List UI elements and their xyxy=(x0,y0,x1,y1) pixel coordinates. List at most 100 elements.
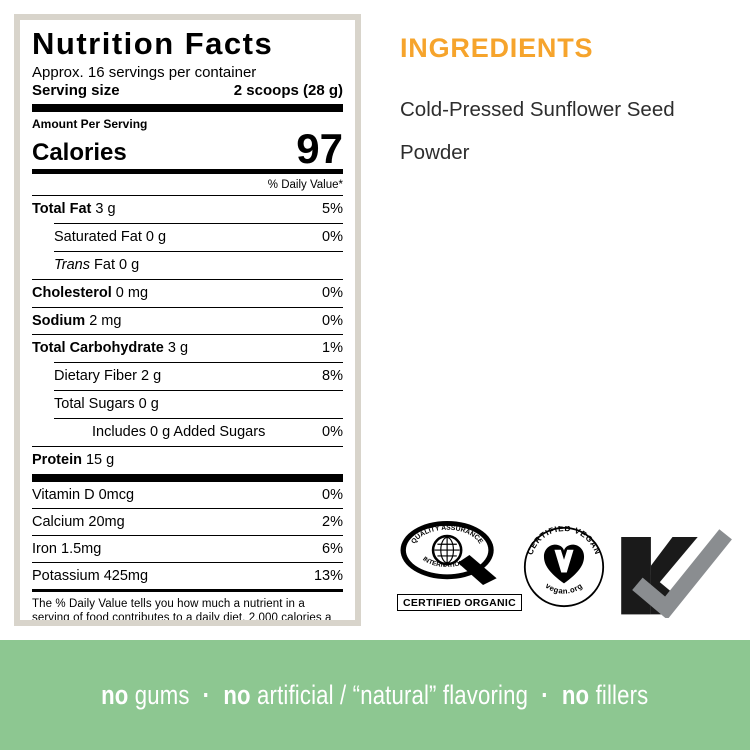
certification-badges: QUALITY ASSURANCE INTERNATIONAL CERTIFIE… xyxy=(397,520,737,623)
divider xyxy=(32,507,343,509)
ingredients-heading: INGREDIENTS xyxy=(400,33,594,63)
calories-value: 97 xyxy=(296,124,343,172)
daily-value-footnote: The % Daily Value tells you how much a n… xyxy=(32,597,332,625)
nutrient-label: Includes 0 g Added Sugars xyxy=(92,423,266,440)
claim-no-3: no xyxy=(562,679,590,710)
claim-no-2: no xyxy=(223,679,251,710)
nutrient-row-added-sugars: Includes 0 g Added Sugars 0% xyxy=(32,419,343,446)
serving-size-label: Serving size xyxy=(32,81,120,99)
nutrient-dv: 0% xyxy=(322,284,343,301)
nutrient-dv: 0% xyxy=(322,423,343,440)
nutrient-label: Dietary Fiber xyxy=(54,368,137,385)
nutrient-dv: 0% xyxy=(322,312,343,329)
amount-per-serving-label: Amount Per Serving xyxy=(32,116,148,131)
divider xyxy=(32,534,343,536)
vitamin-dv: 0% xyxy=(322,486,343,503)
nutrient-label: Sodium xyxy=(32,312,86,329)
vitamin-row-potassium: Potassium 425mg 13% xyxy=(32,563,343,589)
vitamin-dv: 2% xyxy=(322,513,343,530)
nutrient-amount: 0 mg xyxy=(115,284,149,301)
kv-letters-icon xyxy=(621,529,732,620)
vitamin-row-calcium: Calcium 20mg 2% xyxy=(32,509,343,535)
nutrient-dv: 5% xyxy=(322,201,343,218)
medium-divider xyxy=(32,169,343,175)
divider xyxy=(54,362,343,364)
divider xyxy=(32,334,343,336)
divider xyxy=(32,561,343,563)
vitamin-label: Potassium 425mg xyxy=(32,567,149,584)
vitamin-label: Calcium 20mg xyxy=(32,513,125,530)
serving-size-value: 2 scoops (28 g) xyxy=(233,81,343,99)
nutrient-amount: 3 g xyxy=(167,340,189,357)
thick-divider xyxy=(32,103,343,112)
divider xyxy=(32,195,343,197)
nutrient-row-cholesterol: Cholesterol 0 mg 0% xyxy=(32,280,343,307)
certified-organic-label: CERTIFIED ORGANIC xyxy=(397,594,523,611)
claim-gums: gums xyxy=(128,679,190,710)
nutrient-label: Total Carbohydrate xyxy=(32,340,164,357)
nutrient-amount: 2 mg xyxy=(89,312,122,329)
calories-label: Calories xyxy=(32,138,127,166)
daily-value-header: % Daily Value* xyxy=(267,179,343,192)
nutrient-row-total-fat: Total Fat 3 g 5% xyxy=(32,196,343,223)
claim-flavoring: artificial / “natural” flavoring xyxy=(250,679,529,710)
nutrient-dv: 1% xyxy=(322,340,343,357)
claims-banner: no gums · no artificial / “natural” flavor… xyxy=(0,640,750,750)
claim-separator: · xyxy=(202,679,211,710)
nutrient-label: Total Sugars xyxy=(54,396,135,413)
nutrient-label: Protein xyxy=(32,451,82,468)
vegan-arc-bottom-text: vegan.org xyxy=(544,581,584,596)
nutrient-dv: 8% xyxy=(322,368,343,385)
nutrient-amount: 0 g xyxy=(138,396,159,413)
svg-text:vegan.org: vegan.org xyxy=(544,581,584,596)
divider xyxy=(54,223,343,225)
claim-fillers: fillers xyxy=(589,679,649,710)
qai-certified-organic-badge-icon: QUALITY ASSURANCE INTERNATIONAL CERTIFIE… xyxy=(397,520,523,611)
claim-no-1: no xyxy=(101,679,129,710)
ingredients-text: Cold-Pressed Sunflower Seed Powder xyxy=(400,98,675,164)
divider xyxy=(54,417,343,419)
nutrient-dv: 0% xyxy=(322,229,343,246)
medium-divider xyxy=(32,588,343,592)
qai-globe-q-icon: QUALITY ASSURANCE INTERNATIONAL xyxy=(400,520,497,586)
nutrient-row-sodium: Sodium 2 mg 0% xyxy=(32,308,343,335)
vitamin-label: Vitamin D 0mcg xyxy=(32,486,135,503)
nutrient-label: Total Fat xyxy=(32,201,92,218)
nutrition-facts-panel: Nutrition Facts Approx. 16 servings per … xyxy=(14,14,361,626)
nutrient-label: Cholesterol xyxy=(32,284,112,301)
divider xyxy=(54,390,343,392)
certified-vegan-heart-icon: CERTIFIED VEGAN vegan.org xyxy=(523,524,605,608)
nutrient-row-dietary-fiber: Dietary Fiber 2 g 8% xyxy=(32,363,343,390)
nutrient-label: Saturated Fat xyxy=(54,229,142,246)
thick-divider xyxy=(32,473,343,482)
nutrient-amount: 3 g xyxy=(95,201,116,218)
serving-size-row: Serving size 2 scoops (28 g) xyxy=(32,82,343,99)
vitamin-row-vitamin-d: Vitamin D 0mcg 0% xyxy=(32,482,343,508)
vitamin-dv: 6% xyxy=(322,540,343,557)
certified-vegan-badge-icon: CERTIFIED VEGAN vegan.org xyxy=(523,524,605,613)
nutrient-amount: 15 g xyxy=(85,451,115,468)
nutrient-row-trans-fat: Trans Fat 0 g xyxy=(32,252,343,279)
nutrient-label: Fat xyxy=(94,256,115,273)
nutrient-row-total-sugars: Total Sugars 0 g xyxy=(32,391,343,418)
claim-separator: · xyxy=(541,679,550,710)
vitamin-row-iron: Iron 1.5mg 6% xyxy=(32,536,343,562)
nutrient-amount: 0 g xyxy=(119,256,140,273)
divider xyxy=(32,278,343,280)
divider xyxy=(54,250,343,252)
calories-row: Calories 97 xyxy=(32,124,343,172)
nutrient-amount: 2 g xyxy=(141,368,162,385)
vitamin-dv: 13% xyxy=(313,567,343,584)
nutrition-facts-title: Nutrition Facts xyxy=(32,26,274,61)
nutrient-row-saturated-fat: Saturated Fat 0 g 0% xyxy=(32,224,343,251)
divider xyxy=(32,306,343,308)
nutrient-row-protein: Protein 15 g xyxy=(32,447,343,474)
vitamin-label: Iron 1.5mg xyxy=(32,540,102,557)
servings-per-container: Approx. 16 servings per container xyxy=(32,63,257,81)
divider xyxy=(32,445,343,447)
kv-kosher-badge-icon xyxy=(617,528,737,623)
nutrient-label-italic: Trans xyxy=(54,256,90,273)
nutrient-row-total-carbohydrate: Total Carbohydrate 3 g 1% xyxy=(32,335,343,362)
claims-banner-text: no gums · no artificial / “natural” flavor… xyxy=(101,680,648,711)
